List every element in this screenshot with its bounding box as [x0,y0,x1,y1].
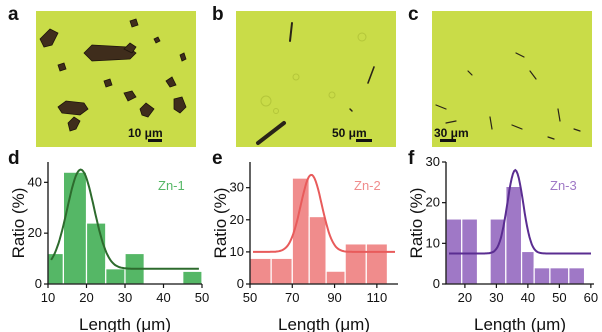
x-tick-label: 40 [521,290,535,305]
histogram-bar [62,171,88,285]
crystal-needles [435,52,581,140]
micrograph-b: 50 μm [236,11,396,147]
histogram-bar [568,267,586,285]
panel-letter-a: a [8,4,19,25]
histogram-bar [249,257,272,285]
x-tick-label: 60 [584,290,598,305]
scale-bar-label: 50 μm [332,126,367,140]
micrograph-background [432,11,592,147]
histogram-bar [85,222,107,285]
panel-letter-b: b [212,4,224,25]
histogram-bar [533,267,551,285]
y-tick-label: 20 [28,225,42,240]
histogram-bar [47,252,64,285]
micrograph-a: 10 μm [36,11,196,147]
scale-bar: 30 μm [434,126,469,142]
crystal-flakes [39,18,187,132]
y-axis-title: Ratio (%) [211,188,230,259]
y-tick-label: 20 [426,195,440,210]
y-tick-label: 10 [426,235,440,250]
bubbles [260,32,367,114]
chart-d: 10 20 30 40 50 0 20 40 Length (μm) Ratio (%) Zn-1 [9,162,209,332]
x-tick-label: 70 [285,290,299,305]
histogram-bar [308,215,327,285]
x-tick-label: 30 [489,290,503,305]
x-tick-label: 50 [552,290,566,305]
scale-bar-label: 30 μm [434,126,469,140]
x-axis-title: Length (μm) [79,315,171,332]
x-tick-label: 90 [327,290,341,305]
histogram-bar [549,267,570,285]
y-tick-label: 40 [28,174,42,189]
x-tick-label: 20 [458,290,472,305]
gaussian-fit-line [50,168,199,270]
panel-letter-f: f [408,148,415,169]
y-tick-label: 0 [433,276,440,291]
chart-f: 20 30 40 50 60 0 10 20 30 Length (μm) Ratio (%) Zn-… [407,154,598,332]
panel-letter-d: d [8,148,20,169]
series-label: Zn-3 [550,178,577,193]
series-label: Zn-1 [158,178,185,193]
histogram-bar [325,270,346,285]
histogram-bar [520,250,535,285]
y-tick-label: 30 [426,154,440,169]
gaussian-fit-line [449,168,591,255]
scale-bar: 50 μm [332,126,372,142]
series-label: Zn-2 [354,178,381,193]
y-tick-label: 30 [230,180,244,195]
histogram-bar [270,257,293,285]
y-axis-title: Ratio (%) [407,188,426,259]
y-tick-label: 0 [237,276,244,291]
x-tick-label: 50 [195,290,209,305]
micrograph-background [236,11,396,147]
micrograph-c: 30 μm [432,11,592,147]
histogram-bar [445,218,463,285]
y-tick-label: 20 [230,212,244,227]
x-tick-label: 10 [41,290,55,305]
scale-bar: 10 μm [128,126,163,142]
chart-e: 50 70 90 110 0 10 20 30 Length (μm) Ratio (%) Zn-2 [211,162,398,332]
histogram-bar [182,270,203,285]
x-tick-label: 40 [156,290,170,305]
gaussian-fit-line [253,173,395,253]
x-tick-label: 30 [118,290,132,305]
scale-bar-label: 10 μm [128,126,163,140]
panel-letter-c: c [408,4,419,25]
histogram-bar [461,218,479,285]
histogram-bar [105,268,126,285]
y-tick-label: 10 [230,244,244,259]
panel-letter-e: e [212,148,223,169]
y-tick-label: 0 [35,276,42,291]
histogram-bar [344,243,367,285]
x-tick-label: 20 [79,290,93,305]
y-axis-title: Ratio (%) [9,188,28,259]
x-tick-label: 50 [243,290,257,305]
histogram-bar [365,243,389,285]
crystal-rods [256,22,375,145]
x-tick-label: 110 [366,290,387,305]
x-axis-title: Length (μm) [278,315,370,332]
x-axis-title: Length (μm) [474,315,566,332]
